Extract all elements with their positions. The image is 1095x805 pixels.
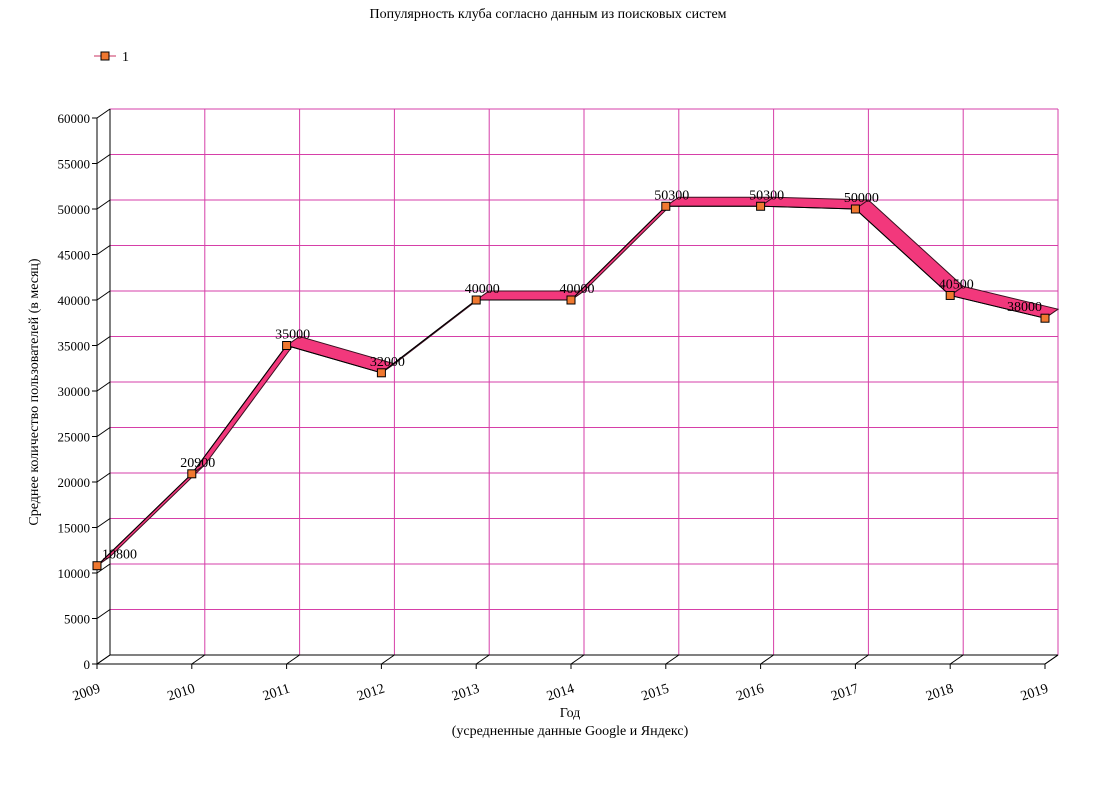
y-axis-label: Среднее количество пользователей (в меся… [27, 258, 42, 526]
y-tick-label: 60000 [58, 111, 91, 126]
data-point [850, 204, 860, 214]
legend-entry-1: 1 [122, 50, 129, 65]
data-label: 40000 [465, 282, 500, 297]
data-label: 35000 [275, 328, 310, 343]
x-tick-label: 2018 [924, 682, 955, 705]
floor-line [949, 654, 964, 665]
y-tick-label: 30000 [58, 384, 91, 399]
ribbon-segment [191, 336, 301, 475]
data-label: 32000 [370, 355, 405, 370]
y-tick-depth [96, 472, 111, 483]
y-tick-depth [96, 563, 111, 574]
y-tick-depth [96, 290, 111, 301]
data-label: 50300 [654, 188, 689, 203]
x-tick-label: 2017 [829, 682, 860, 705]
floor-line [286, 654, 300, 665]
floor-line [855, 654, 869, 665]
floor-line [665, 654, 680, 665]
data-point [471, 295, 481, 305]
data-label: 50000 [844, 191, 879, 206]
chart-title: Популярность клуба согласно данным из по… [369, 7, 726, 22]
data-point [1040, 313, 1050, 323]
y-tick-label: 0 [84, 657, 91, 672]
y-tick-depth [96, 245, 111, 255]
data-label: 38000 [1007, 300, 1042, 315]
y-tick-depth [96, 336, 111, 346]
series-ribbon [96, 196, 1060, 567]
y-tick-label: 45000 [58, 248, 91, 263]
data-point [945, 290, 955, 300]
data-point [756, 201, 766, 211]
x-tick-label: 2016 [735, 682, 766, 705]
x-tick-label: 2014 [545, 682, 576, 705]
axes [96, 109, 1059, 665]
y-tick-label: 35000 [58, 339, 91, 354]
y-tick-depth [96, 154, 111, 164]
y-tick-depth [96, 427, 111, 437]
x-tick-label: 2009 [71, 682, 102, 705]
y-tick-depth [96, 108, 111, 119]
x-tick-label: 2013 [450, 682, 481, 705]
y-tick-label: 10000 [58, 566, 91, 581]
data-labels: 10800 20900 35000 32000 40000 40000 50300 50300… [102, 188, 1042, 562]
y-tick-label: 25000 [58, 430, 91, 445]
data-point [661, 201, 671, 211]
data-label: 50300 [749, 188, 784, 203]
floor-line [570, 654, 585, 665]
y-tick-label: 15000 [58, 521, 91, 536]
data-point [376, 368, 386, 378]
data-point [187, 469, 197, 479]
y-tick-depth [96, 199, 111, 210]
x-tick-label: 2015 [640, 682, 671, 705]
x-tick-label: 2011 [261, 682, 292, 705]
x-tick-labels: 2009 2010 2011 2012 2013 2014 2015 2016 2017 2018… [71, 664, 1050, 704]
x-tick-label: 2010 [166, 682, 197, 705]
data-points [92, 201, 1050, 571]
x-axis-sublabel: (усредненные данные Google и Яндекс) [452, 724, 689, 739]
y-tick-depth [96, 609, 111, 619]
y-tick-label: 5000 [64, 612, 90, 627]
data-label: 20900 [180, 456, 215, 471]
y-tick-label: 20000 [58, 475, 91, 490]
data-label: 40000 [560, 282, 595, 297]
floor-line [381, 654, 395, 665]
x-axis-label: Год [560, 706, 581, 721]
data-label: 10800 [102, 548, 137, 563]
data-point [566, 295, 576, 305]
y-tick-label: 55000 [58, 157, 91, 172]
legend: 1 [94, 50, 129, 65]
y-tick-depth [96, 654, 111, 665]
x-tick-label: 2012 [355, 682, 386, 705]
y-tick-depth [96, 381, 111, 392]
grid [96, 108, 1059, 665]
data-point [282, 341, 292, 350]
data-label: 40500 [939, 277, 974, 292]
y-tick-label: 50000 [58, 202, 91, 217]
legend-marker [100, 51, 110, 61]
floor-line [191, 654, 206, 665]
data-point [92, 561, 102, 571]
floor-line [760, 654, 774, 665]
series-line [96, 205, 1046, 567]
floor-line [475, 654, 490, 665]
y-tick-label: 40000 [58, 293, 91, 308]
right-floor-edge [1044, 654, 1059, 665]
y-tick-depth [96, 518, 111, 528]
x-tick-label: 2019 [1019, 682, 1050, 705]
y-tick-labels: 0 5000 10000 15000 20000 25000 30000 35000 40000… [58, 108, 111, 672]
